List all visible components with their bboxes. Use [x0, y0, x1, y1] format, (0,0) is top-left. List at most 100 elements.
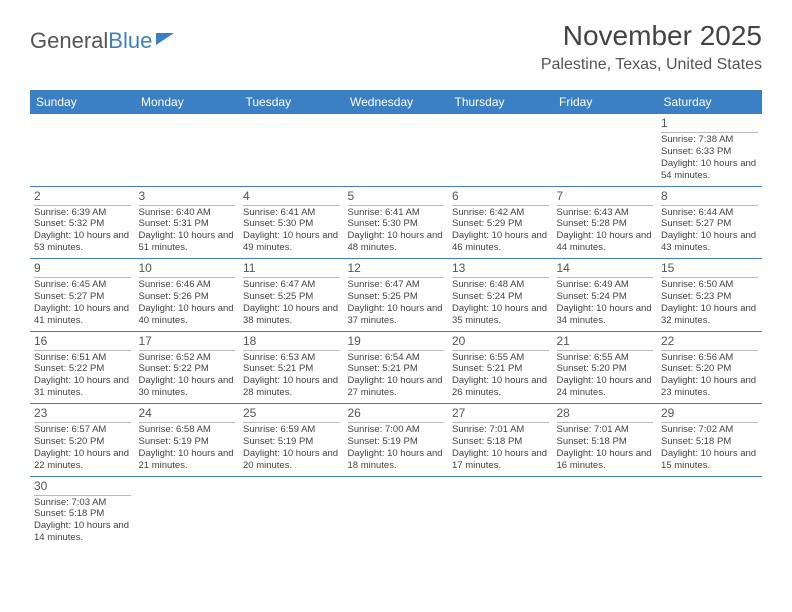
day-number: 5 — [348, 189, 445, 206]
sunrise-text: Sunrise: 7:02 AM — [661, 424, 758, 436]
weekday-header: Tuesday — [239, 90, 344, 114]
sunset-text: Sunset: 5:25 PM — [348, 291, 445, 303]
sunset-text: Sunset: 5:20 PM — [557, 363, 654, 375]
day-number: 14 — [557, 261, 654, 278]
day-number: 20 — [452, 334, 549, 351]
daylight-text: Daylight: 10 hours and 21 minutes. — [139, 448, 236, 472]
calendar-table: Sunday Monday Tuesday Wednesday Thursday… — [30, 90, 762, 548]
calendar-cell: 28Sunrise: 7:01 AMSunset: 5:18 PMDayligh… — [553, 404, 658, 477]
sunrise-text: Sunrise: 6:41 AM — [243, 207, 340, 219]
sunset-text: Sunset: 5:19 PM — [348, 436, 445, 448]
daylight-text: Daylight: 10 hours and 46 minutes. — [452, 230, 549, 254]
day-number: 11 — [243, 261, 340, 278]
calendar-cell — [344, 114, 449, 186]
sunset-text: Sunset: 5:30 PM — [348, 218, 445, 230]
sunrise-text: Sunrise: 6:50 AM — [661, 279, 758, 291]
calendar-cell: 21Sunrise: 6:55 AMSunset: 5:20 PMDayligh… — [553, 331, 658, 404]
calendar-cell — [553, 114, 658, 186]
calendar-cell: 16Sunrise: 6:51 AMSunset: 5:22 PMDayligh… — [30, 331, 135, 404]
calendar-cell: 29Sunrise: 7:02 AMSunset: 5:18 PMDayligh… — [657, 404, 762, 477]
calendar-cell — [135, 114, 240, 186]
calendar-cell — [553, 476, 658, 548]
weekday-row: Sunday Monday Tuesday Wednesday Thursday… — [30, 90, 762, 114]
weekday-header: Sunday — [30, 90, 135, 114]
daylight-text: Daylight: 10 hours and 49 minutes. — [243, 230, 340, 254]
sunset-text: Sunset: 5:19 PM — [243, 436, 340, 448]
day-number: 8 — [661, 189, 758, 206]
sunrise-text: Sunrise: 7:38 AM — [661, 134, 758, 146]
sunrise-text: Sunrise: 6:59 AM — [243, 424, 340, 436]
daylight-text: Daylight: 10 hours and 44 minutes. — [557, 230, 654, 254]
sunset-text: Sunset: 5:21 PM — [243, 363, 340, 375]
day-number: 2 — [34, 189, 131, 206]
daylight-text: Daylight: 10 hours and 40 minutes. — [139, 303, 236, 327]
calendar-row: 16Sunrise: 6:51 AMSunset: 5:22 PMDayligh… — [30, 331, 762, 404]
sunset-text: Sunset: 5:22 PM — [139, 363, 236, 375]
calendar-cell: 7Sunrise: 6:43 AMSunset: 5:28 PMDaylight… — [553, 186, 658, 259]
calendar-cell: 24Sunrise: 6:58 AMSunset: 5:19 PMDayligh… — [135, 404, 240, 477]
brand-part2: Blue — [108, 28, 152, 54]
logo-triangle-icon — [156, 33, 174, 45]
calendar-cell: 6Sunrise: 6:42 AMSunset: 5:29 PMDaylight… — [448, 186, 553, 259]
day-number: 7 — [557, 189, 654, 206]
calendar-cell: 1Sunrise: 7:38 AMSunset: 6:33 PMDaylight… — [657, 114, 762, 186]
sunrise-text: Sunrise: 6:49 AM — [557, 279, 654, 291]
calendar-cell — [239, 476, 344, 548]
sunset-text: Sunset: 5:25 PM — [243, 291, 340, 303]
sunset-text: Sunset: 5:20 PM — [661, 363, 758, 375]
sunrise-text: Sunrise: 7:00 AM — [348, 424, 445, 436]
sunset-text: Sunset: 5:18 PM — [557, 436, 654, 448]
daylight-text: Daylight: 10 hours and 34 minutes. — [557, 303, 654, 327]
day-number: 29 — [661, 406, 758, 423]
sunrise-text: Sunrise: 6:54 AM — [348, 352, 445, 364]
calendar-cell — [135, 476, 240, 548]
day-number: 25 — [243, 406, 340, 423]
calendar-cell: 23Sunrise: 6:57 AMSunset: 5:20 PMDayligh… — [30, 404, 135, 477]
calendar-cell: 17Sunrise: 6:52 AMSunset: 5:22 PMDayligh… — [135, 331, 240, 404]
calendar-cell — [344, 476, 449, 548]
sunrise-text: Sunrise: 6:56 AM — [661, 352, 758, 364]
calendar-cell: 9Sunrise: 6:45 AMSunset: 5:27 PMDaylight… — [30, 259, 135, 332]
day-number: 6 — [452, 189, 549, 206]
sunrise-text: Sunrise: 6:46 AM — [139, 279, 236, 291]
calendar-row: 9Sunrise: 6:45 AMSunset: 5:27 PMDaylight… — [30, 259, 762, 332]
sunset-text: Sunset: 5:24 PM — [452, 291, 549, 303]
calendar-cell: 11Sunrise: 6:47 AMSunset: 5:25 PMDayligh… — [239, 259, 344, 332]
daylight-text: Daylight: 10 hours and 23 minutes. — [661, 375, 758, 399]
daylight-text: Daylight: 10 hours and 30 minutes. — [139, 375, 236, 399]
day-number: 19 — [348, 334, 445, 351]
daylight-text: Daylight: 10 hours and 31 minutes. — [34, 375, 131, 399]
day-number: 27 — [452, 406, 549, 423]
sunset-text: Sunset: 5:18 PM — [452, 436, 549, 448]
weekday-header: Friday — [553, 90, 658, 114]
calendar-body: 1Sunrise: 7:38 AMSunset: 6:33 PMDaylight… — [30, 114, 762, 548]
calendar-cell: 25Sunrise: 6:59 AMSunset: 5:19 PMDayligh… — [239, 404, 344, 477]
sunrise-text: Sunrise: 6:55 AM — [452, 352, 549, 364]
calendar-cell: 4Sunrise: 6:41 AMSunset: 5:30 PMDaylight… — [239, 186, 344, 259]
daylight-text: Daylight: 10 hours and 15 minutes. — [661, 448, 758, 472]
day-number: 9 — [34, 261, 131, 278]
calendar-cell: 20Sunrise: 6:55 AMSunset: 5:21 PMDayligh… — [448, 331, 553, 404]
daylight-text: Daylight: 10 hours and 38 minutes. — [243, 303, 340, 327]
sunrise-text: Sunrise: 6:41 AM — [348, 207, 445, 219]
day-number: 28 — [557, 406, 654, 423]
calendar-cell: 2Sunrise: 6:39 AMSunset: 5:32 PMDaylight… — [30, 186, 135, 259]
day-number: 10 — [139, 261, 236, 278]
calendar-row: 30Sunrise: 7:03 AMSunset: 5:18 PMDayligh… — [30, 476, 762, 548]
day-number: 22 — [661, 334, 758, 351]
calendar-cell: 27Sunrise: 7:01 AMSunset: 5:18 PMDayligh… — [448, 404, 553, 477]
sunrise-text: Sunrise: 6:44 AM — [661, 207, 758, 219]
calendar-row: 2Sunrise: 6:39 AMSunset: 5:32 PMDaylight… — [30, 186, 762, 259]
day-number: 18 — [243, 334, 340, 351]
daylight-text: Daylight: 10 hours and 18 minutes. — [348, 448, 445, 472]
daylight-text: Daylight: 10 hours and 35 minutes. — [452, 303, 549, 327]
sunrise-text: Sunrise: 7:01 AM — [557, 424, 654, 436]
sunset-text: Sunset: 5:31 PM — [139, 218, 236, 230]
sunset-text: Sunset: 5:29 PM — [452, 218, 549, 230]
title-block: November 2025 Palestine, Texas, United S… — [541, 20, 762, 74]
daylight-text: Daylight: 10 hours and 14 minutes. — [34, 520, 131, 544]
daylight-text: Daylight: 10 hours and 27 minutes. — [348, 375, 445, 399]
daylight-text: Daylight: 10 hours and 22 minutes. — [34, 448, 131, 472]
daylight-text: Daylight: 10 hours and 28 minutes. — [243, 375, 340, 399]
calendar-head: Sunday Monday Tuesday Wednesday Thursday… — [30, 90, 762, 114]
